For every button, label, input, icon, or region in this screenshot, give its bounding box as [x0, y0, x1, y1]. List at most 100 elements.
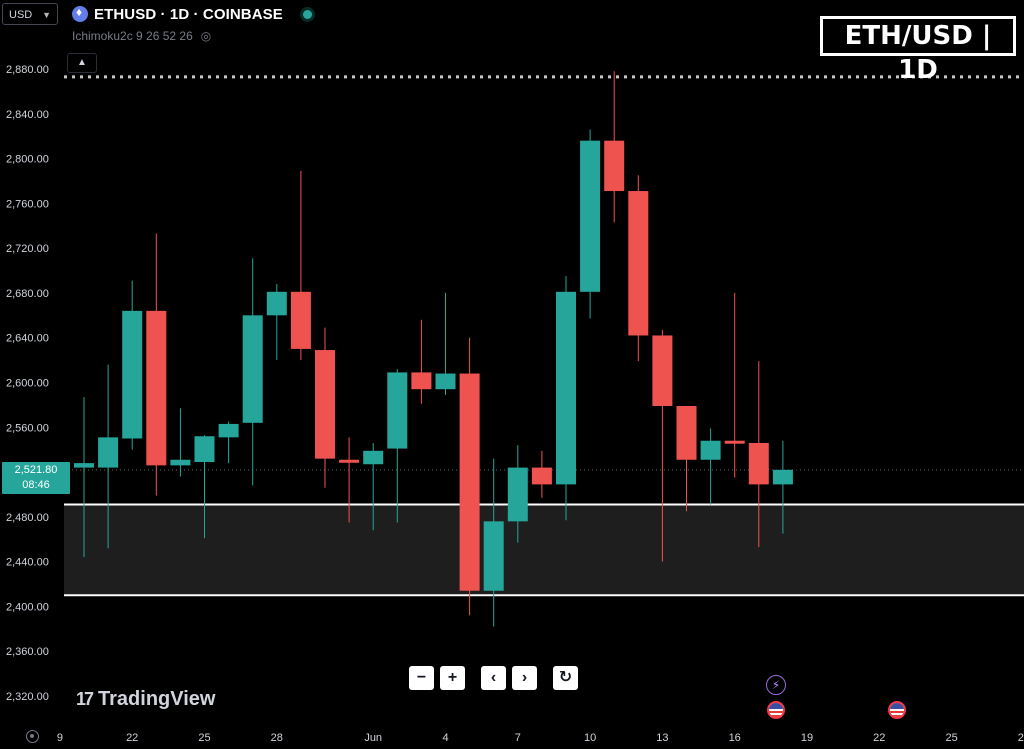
price-tick-label: 2,840.00 — [6, 109, 49, 121]
ethereum-logo-icon — [72, 5, 88, 22]
time-axis[interactable]: 9 22 25 28 Jun 4 7 10 13 16 19 22 25 28 — [57, 732, 1024, 744]
candle-body — [772, 469, 793, 485]
price-tick-label: 2,440.00 — [6, 557, 49, 569]
candle — [194, 435, 215, 539]
last-price-value: 2,521.80 — [14, 464, 58, 476]
candle — [218, 421, 239, 464]
candle-body — [98, 437, 119, 468]
candle — [290, 170, 311, 361]
candle-body — [242, 315, 263, 423]
chevron-down-icon: ▼ — [42, 10, 51, 20]
candle-body — [74, 463, 94, 468]
date-tick-label: 16 — [729, 732, 741, 744]
zoom-out-button[interactable]: − — [409, 666, 434, 690]
us-flag-icon[interactable] — [767, 701, 785, 719]
candle — [628, 175, 649, 362]
candle — [339, 437, 360, 523]
candle-body — [459, 373, 480, 591]
candle — [146, 233, 167, 496]
symbol-title: ETHUSD · 1D · COINBASE — [94, 5, 283, 23]
price-tick-label: 2,320.00 — [6, 691, 49, 703]
candle-body — [604, 140, 625, 192]
support-zone — [64, 503, 1024, 597]
price-tick-label: 2,640.00 — [6, 333, 49, 345]
price-tick-label: 2,400.00 — [6, 601, 49, 613]
price-tick-label: 2,560.00 — [6, 422, 49, 434]
date-tick-label: 7 — [515, 732, 521, 744]
price-tick-label: 2,360.00 — [6, 646, 49, 658]
candle — [652, 329, 673, 562]
reference-lines — [64, 75, 1024, 471]
candle — [676, 406, 697, 512]
chart-title-box: ETH/USD | 1D — [820, 16, 1016, 85]
logo-text: TradingView — [98, 688, 216, 710]
candle-body — [122, 310, 143, 439]
candle — [724, 292, 745, 478]
zone-fill — [64, 504, 1024, 596]
candle — [531, 450, 552, 498]
candle — [387, 369, 408, 523]
candle — [483, 458, 504, 627]
candle — [459, 337, 480, 616]
currency-select[interactable]: USD ▼ — [2, 3, 58, 25]
us-flag-icon[interactable] — [888, 701, 906, 719]
candle-body — [170, 459, 191, 466]
indicator-label: Ichimoku2c 9 26 52 26 — [72, 29, 193, 43]
candle — [556, 276, 576, 521]
candle — [98, 364, 119, 549]
price-tick-label: 2,720.00 — [6, 243, 49, 255]
symbol-header[interactable]: ETHUSD · 1D · COINBASE — [72, 4, 312, 24]
scroll-right-button[interactable]: › — [512, 666, 537, 690]
date-tick-label: 22 — [126, 732, 138, 744]
indicator-legend[interactable]: Ichimoku2c 9 26 52 26 ◎ — [72, 29, 211, 43]
candle-body — [676, 406, 697, 460]
zoom-in-button[interactable]: + — [440, 666, 465, 690]
candle — [74, 397, 94, 558]
date-tick-label: 4 — [442, 732, 448, 744]
price-tick-label: 2,880.00 — [6, 64, 49, 76]
lightning-icon[interactable]: ⚡ — [766, 675, 786, 695]
candle-body — [435, 373, 456, 390]
candle-body — [507, 467, 528, 522]
price-axis[interactable]: 2,320.00 2,360.00 2,400.00 2,440.00 2,480.00… — [6, 64, 49, 703]
candles — [74, 71, 793, 627]
candle-body — [146, 310, 167, 466]
candle-body — [218, 423, 239, 438]
candle — [242, 258, 263, 486]
date-tick-label: 22 — [873, 732, 885, 744]
eye-off-icon[interactable]: ◎ — [200, 29, 212, 43]
scroll-left-button[interactable]: ‹ — [481, 666, 506, 690]
candle — [604, 71, 625, 223]
price-tick-label: 2,600.00 — [6, 378, 49, 390]
date-tick-label: 19 — [801, 732, 813, 744]
candle — [363, 442, 384, 531]
price-tick-label: 2,480.00 — [6, 512, 49, 524]
date-tick-label: 25 — [198, 732, 210, 744]
candle-body — [652, 335, 673, 407]
last-price-label: 2,521.80 08:46 — [2, 462, 70, 494]
candle — [748, 361, 769, 548]
date-tick-label: 9 — [57, 732, 63, 744]
candle — [170, 408, 191, 477]
reset-chart-button[interactable]: ↻ — [553, 666, 578, 690]
candle-body — [556, 291, 576, 485]
candle-body — [290, 291, 311, 349]
settings-icon[interactable] — [26, 730, 39, 743]
date-tick-label: Jun — [364, 732, 382, 744]
candle-body — [411, 372, 432, 390]
tradingview-logo[interactable]: 17 TradingView — [76, 688, 215, 711]
date-tick-label: 10 — [584, 732, 596, 744]
candle — [122, 280, 143, 450]
candle — [435, 292, 456, 395]
currency-label: USD — [9, 9, 33, 21]
logo-mark: 17 — [76, 689, 94, 709]
collapse-legend-button[interactable]: ▲ — [67, 53, 97, 73]
candle-body — [363, 450, 384, 465]
chevron-up-icon: ▲ — [77, 57, 87, 68]
candle-body — [387, 372, 408, 449]
candle-body — [700, 440, 721, 460]
candle-body — [724, 440, 745, 444]
candle-body — [748, 442, 769, 485]
candle-body — [194, 436, 215, 462]
